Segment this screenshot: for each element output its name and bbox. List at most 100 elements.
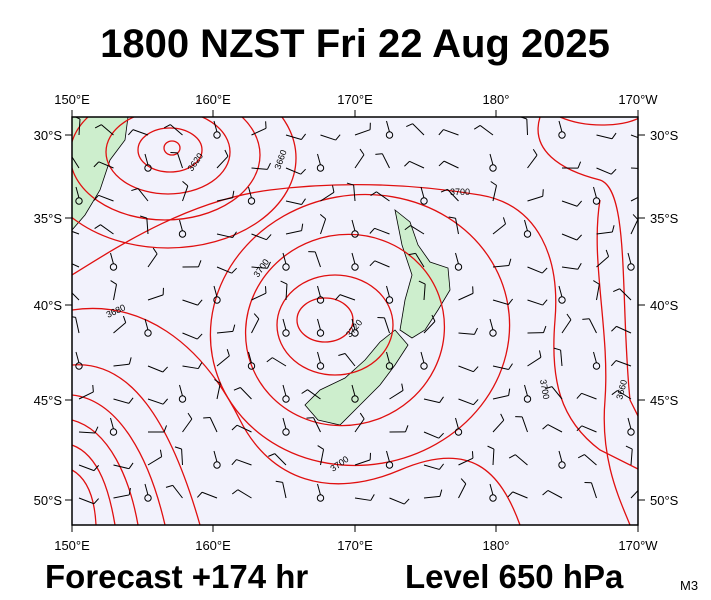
barb-staff — [78, 391, 94, 400]
axis-ticks — [65, 110, 645, 532]
barb-staff — [320, 218, 327, 235]
barb-staff — [201, 491, 218, 499]
barb-flag — [370, 494, 375, 501]
barb-flag — [508, 363, 513, 370]
barb-flag — [266, 234, 272, 241]
barb-staff — [251, 127, 267, 136]
barb-staff — [274, 453, 287, 466]
barb-staff — [113, 322, 127, 334]
barb-staff — [512, 491, 528, 499]
barb-flag — [214, 379, 221, 384]
barb-staff — [558, 285, 563, 298]
barb-staff — [110, 417, 114, 430]
barb-staff — [75, 317, 80, 334]
barb-staff — [527, 299, 543, 306]
barb-staff — [251, 266, 268, 269]
barb-flag — [542, 424, 549, 430]
barb-staff — [492, 365, 509, 370]
barb-staff — [423, 398, 440, 404]
barb-staff — [98, 194, 114, 202]
barb-staff — [182, 418, 193, 433]
barb-flag — [139, 215, 147, 219]
barb-staff — [374, 260, 390, 268]
barb-flag — [448, 216, 456, 219]
barb-staff — [351, 318, 356, 331]
barb-flag — [576, 425, 583, 432]
barb-staff — [251, 292, 267, 301]
barb-staff — [146, 218, 149, 235]
barb-staff — [458, 398, 474, 406]
barb-staff — [354, 459, 371, 466]
barb-flag — [639, 480, 642, 486]
barb-staff — [492, 419, 505, 433]
barb-flag — [267, 261, 271, 269]
barb-staff — [75, 186, 80, 199]
barb-staff — [581, 392, 597, 400]
barb-staff — [285, 230, 302, 235]
barb-staff — [182, 185, 189, 202]
barb-flag — [163, 124, 171, 129]
barb-flag — [359, 148, 365, 156]
barb-staff — [630, 134, 638, 139]
barb-staff — [317, 483, 321, 496]
barb-staff — [386, 285, 390, 298]
contours — [72, 117, 638, 525]
barb-staff — [72, 292, 80, 301]
barb-staff — [561, 200, 578, 207]
barb-flag — [93, 465, 100, 471]
barb-staff — [285, 283, 288, 301]
barb-staff — [320, 134, 336, 141]
barb-staff — [630, 167, 638, 169]
barb-staff — [317, 351, 321, 364]
barb-staff — [630, 196, 638, 202]
barb-staff — [560, 350, 563, 367]
barb-staff — [147, 398, 164, 405]
barb-flag — [253, 313, 260, 320]
barb-staff — [547, 490, 563, 499]
barb-staff — [615, 360, 632, 367]
barb-staff — [591, 482, 597, 499]
barb-staff — [282, 417, 287, 430]
barb-flag — [611, 326, 617, 332]
barb-staff — [100, 224, 114, 235]
barb-flag — [317, 445, 324, 450]
barb-flag — [224, 149, 229, 157]
barb-flag — [231, 424, 238, 431]
barb-staff — [351, 219, 356, 232]
barb-staff — [492, 265, 509, 268]
barb-flag — [162, 366, 168, 373]
barb-staff — [113, 464, 130, 470]
barb-flag — [610, 168, 617, 175]
barb-staff — [147, 456, 162, 466]
barb-staff — [593, 186, 597, 199]
model-label: M3 — [680, 578, 698, 593]
barb-flag — [471, 451, 474, 459]
barb-staff — [616, 325, 632, 334]
barb-staff — [113, 494, 130, 499]
barb-flag — [127, 129, 134, 136]
barb-flag — [438, 432, 444, 439]
barb-staff — [420, 351, 425, 364]
barb-flag — [231, 267, 237, 274]
barb-flag — [605, 249, 610, 257]
barb-staff — [72, 155, 80, 169]
barb-staff — [216, 330, 233, 334]
right-lat-label: 30°S — [650, 128, 679, 143]
barb-staff — [147, 294, 164, 301]
barb-staff — [443, 160, 459, 169]
barb-flag — [418, 280, 426, 285]
barb-staff — [551, 386, 563, 400]
barb-staff — [630, 449, 633, 466]
barb-flag — [301, 223, 304, 231]
barb-staff — [137, 188, 149, 202]
barb-staff — [317, 153, 321, 166]
barb-staff — [113, 398, 130, 404]
barb-staff — [423, 431, 439, 439]
barb-staff — [527, 266, 543, 274]
barb-flag — [541, 267, 548, 274]
barb-flag — [438, 463, 445, 470]
barb-flag — [576, 200, 583, 207]
barb-flag — [438, 129, 444, 136]
barb-staff — [489, 153, 494, 166]
